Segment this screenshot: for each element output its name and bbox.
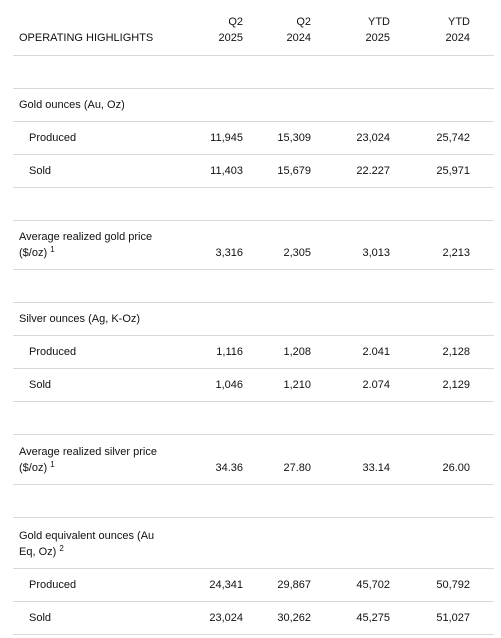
table-row-gold-eq-produced: Produced 24,341 29,867 45,702 50,792 — [13, 569, 494, 602]
section-title-line1: Gold equivalent ounces (Au — [19, 530, 155, 542]
value-ytd-2025: 45,275 — [356, 612, 390, 624]
section-title: Gold ounces (Au, Oz) — [19, 99, 125, 111]
row-label-line1: Average realized gold price — [19, 231, 153, 243]
value-ytd-2024: 26.00 — [442, 462, 470, 474]
value-q2-2025: 34.36 — [215, 462, 243, 474]
col-header-q2-2025-line2: 2025 — [218, 32, 243, 44]
value-ytd-2025: 3,013 — [362, 247, 390, 259]
spacer-row — [13, 270, 494, 303]
col-header-ytd-2024-line1: YTD — [448, 16, 470, 28]
row-label: Sold — [29, 612, 52, 624]
spacer-row — [13, 188, 494, 221]
value-q2-2024: 30,262 — [277, 612, 311, 624]
footnote-marker: 1 — [50, 245, 55, 254]
table-row-silver-produced: Produced 1,116 1,208 2.041 2,128 — [13, 336, 494, 369]
table-row-gold-produced: Produced 11,945 15,309 23,024 25,742 — [13, 122, 494, 155]
spacer-row — [13, 485, 494, 518]
value-ytd-2025: 45,702 — [356, 579, 390, 591]
table-row-silver-price: Average realized silver price ($/oz) 1 3… — [13, 435, 494, 485]
value-ytd-2024: 25,742 — [436, 132, 470, 144]
section-gold-ounces: Gold ounces (Au, Oz) — [13, 89, 494, 122]
value-q2-2024: 15,309 — [277, 132, 311, 144]
row-label: Produced — [29, 132, 77, 144]
value-q2-2025: 1,116 — [216, 346, 243, 358]
row-label: Sold — [29, 379, 52, 391]
footnote-marker: 1 — [50, 460, 55, 469]
row-label: Produced — [29, 346, 77, 358]
table-row-gold-sold: Sold 11,403 15,679 22.227 25,971 — [13, 155, 494, 188]
section-title-line2: Eq, Oz) 2 — [19, 544, 64, 559]
spacer-row — [13, 402, 494, 435]
table-header: OPERATING HIGHLIGHTS Q2 2025 Q2 2024 YTD… — [13, 0, 494, 56]
section-silver-ounces: Silver ounces (Ag, K-Oz) — [13, 303, 494, 336]
value-q2-2025: 11,945 — [210, 132, 243, 144]
table-title: OPERATING HIGHLIGHTS — [19, 32, 154, 44]
section-title: Silver ounces (Ag, K-Oz) — [19, 313, 141, 325]
col-header-q2-2024-line2: 2024 — [286, 32, 311, 44]
value-ytd-2024: 25,971 — [436, 165, 470, 177]
value-q2-2025: 11,403 — [210, 165, 243, 177]
value-ytd-2024: 2,213 — [442, 247, 470, 259]
col-header-q2-2024-line1: Q2 — [296, 16, 311, 28]
value-ytd-2025: 2.074 — [362, 379, 390, 391]
col-header-ytd-2025-line2: 2025 — [365, 32, 390, 44]
col-header-ytd-2025-line1: YTD — [368, 16, 390, 28]
value-q2-2025: 24,341 — [209, 579, 243, 591]
row-label-line1: Average realized silver price — [19, 446, 157, 458]
row-label: Produced — [29, 579, 77, 591]
col-header-q2-2025-line1: Q2 — [228, 16, 243, 28]
value-q2-2024: 1,210 — [283, 379, 311, 391]
spacer-row — [13, 56, 494, 89]
value-q2-2024: 27.80 — [283, 462, 311, 474]
value-q2-2024: 15,679 — [277, 165, 311, 177]
table-row-gold-eq-sold: Sold 23,024 30,262 45,275 51,027 — [13, 602, 494, 635]
section-gold-equivalent-ounces: Gold equivalent ounces (Au Eq, Oz) 2 — [13, 518, 494, 569]
table-row-silver-sold: Sold 1,046 1,210 2.074 2,129 — [13, 369, 494, 402]
value-ytd-2024: 2,129 — [442, 379, 470, 391]
footnote-marker: 2 — [59, 544, 64, 553]
value-q2-2024: 29,867 — [277, 579, 311, 591]
value-q2-2025: 1,046 — [215, 379, 243, 391]
value-ytd-2025: 23,024 — [356, 132, 390, 144]
value-q2-2025: 3,316 — [215, 247, 243, 259]
value-ytd-2025: 2.041 — [362, 346, 390, 358]
value-ytd-2025: 22.227 — [356, 165, 390, 177]
row-label-line2: ($/oz) 1 — [19, 460, 55, 475]
value-q2-2025: 23,024 — [209, 612, 243, 624]
table-row-gold-price: Average realized gold price ($/oz) 1 3,3… — [13, 221, 494, 270]
value-q2-2024: 2,305 — [283, 247, 311, 259]
value-ytd-2025: 33.14 — [362, 462, 390, 474]
value-q2-2024: 1,208 — [283, 346, 311, 358]
col-header-ytd-2024-line2: 2024 — [445, 32, 470, 44]
row-label: Sold — [29, 165, 52, 177]
row-label-line2: ($/oz) 1 — [19, 245, 55, 260]
value-ytd-2024: 2,128 — [442, 346, 470, 358]
value-ytd-2024: 51,027 — [436, 612, 470, 624]
value-ytd-2024: 50,792 — [436, 579, 470, 591]
